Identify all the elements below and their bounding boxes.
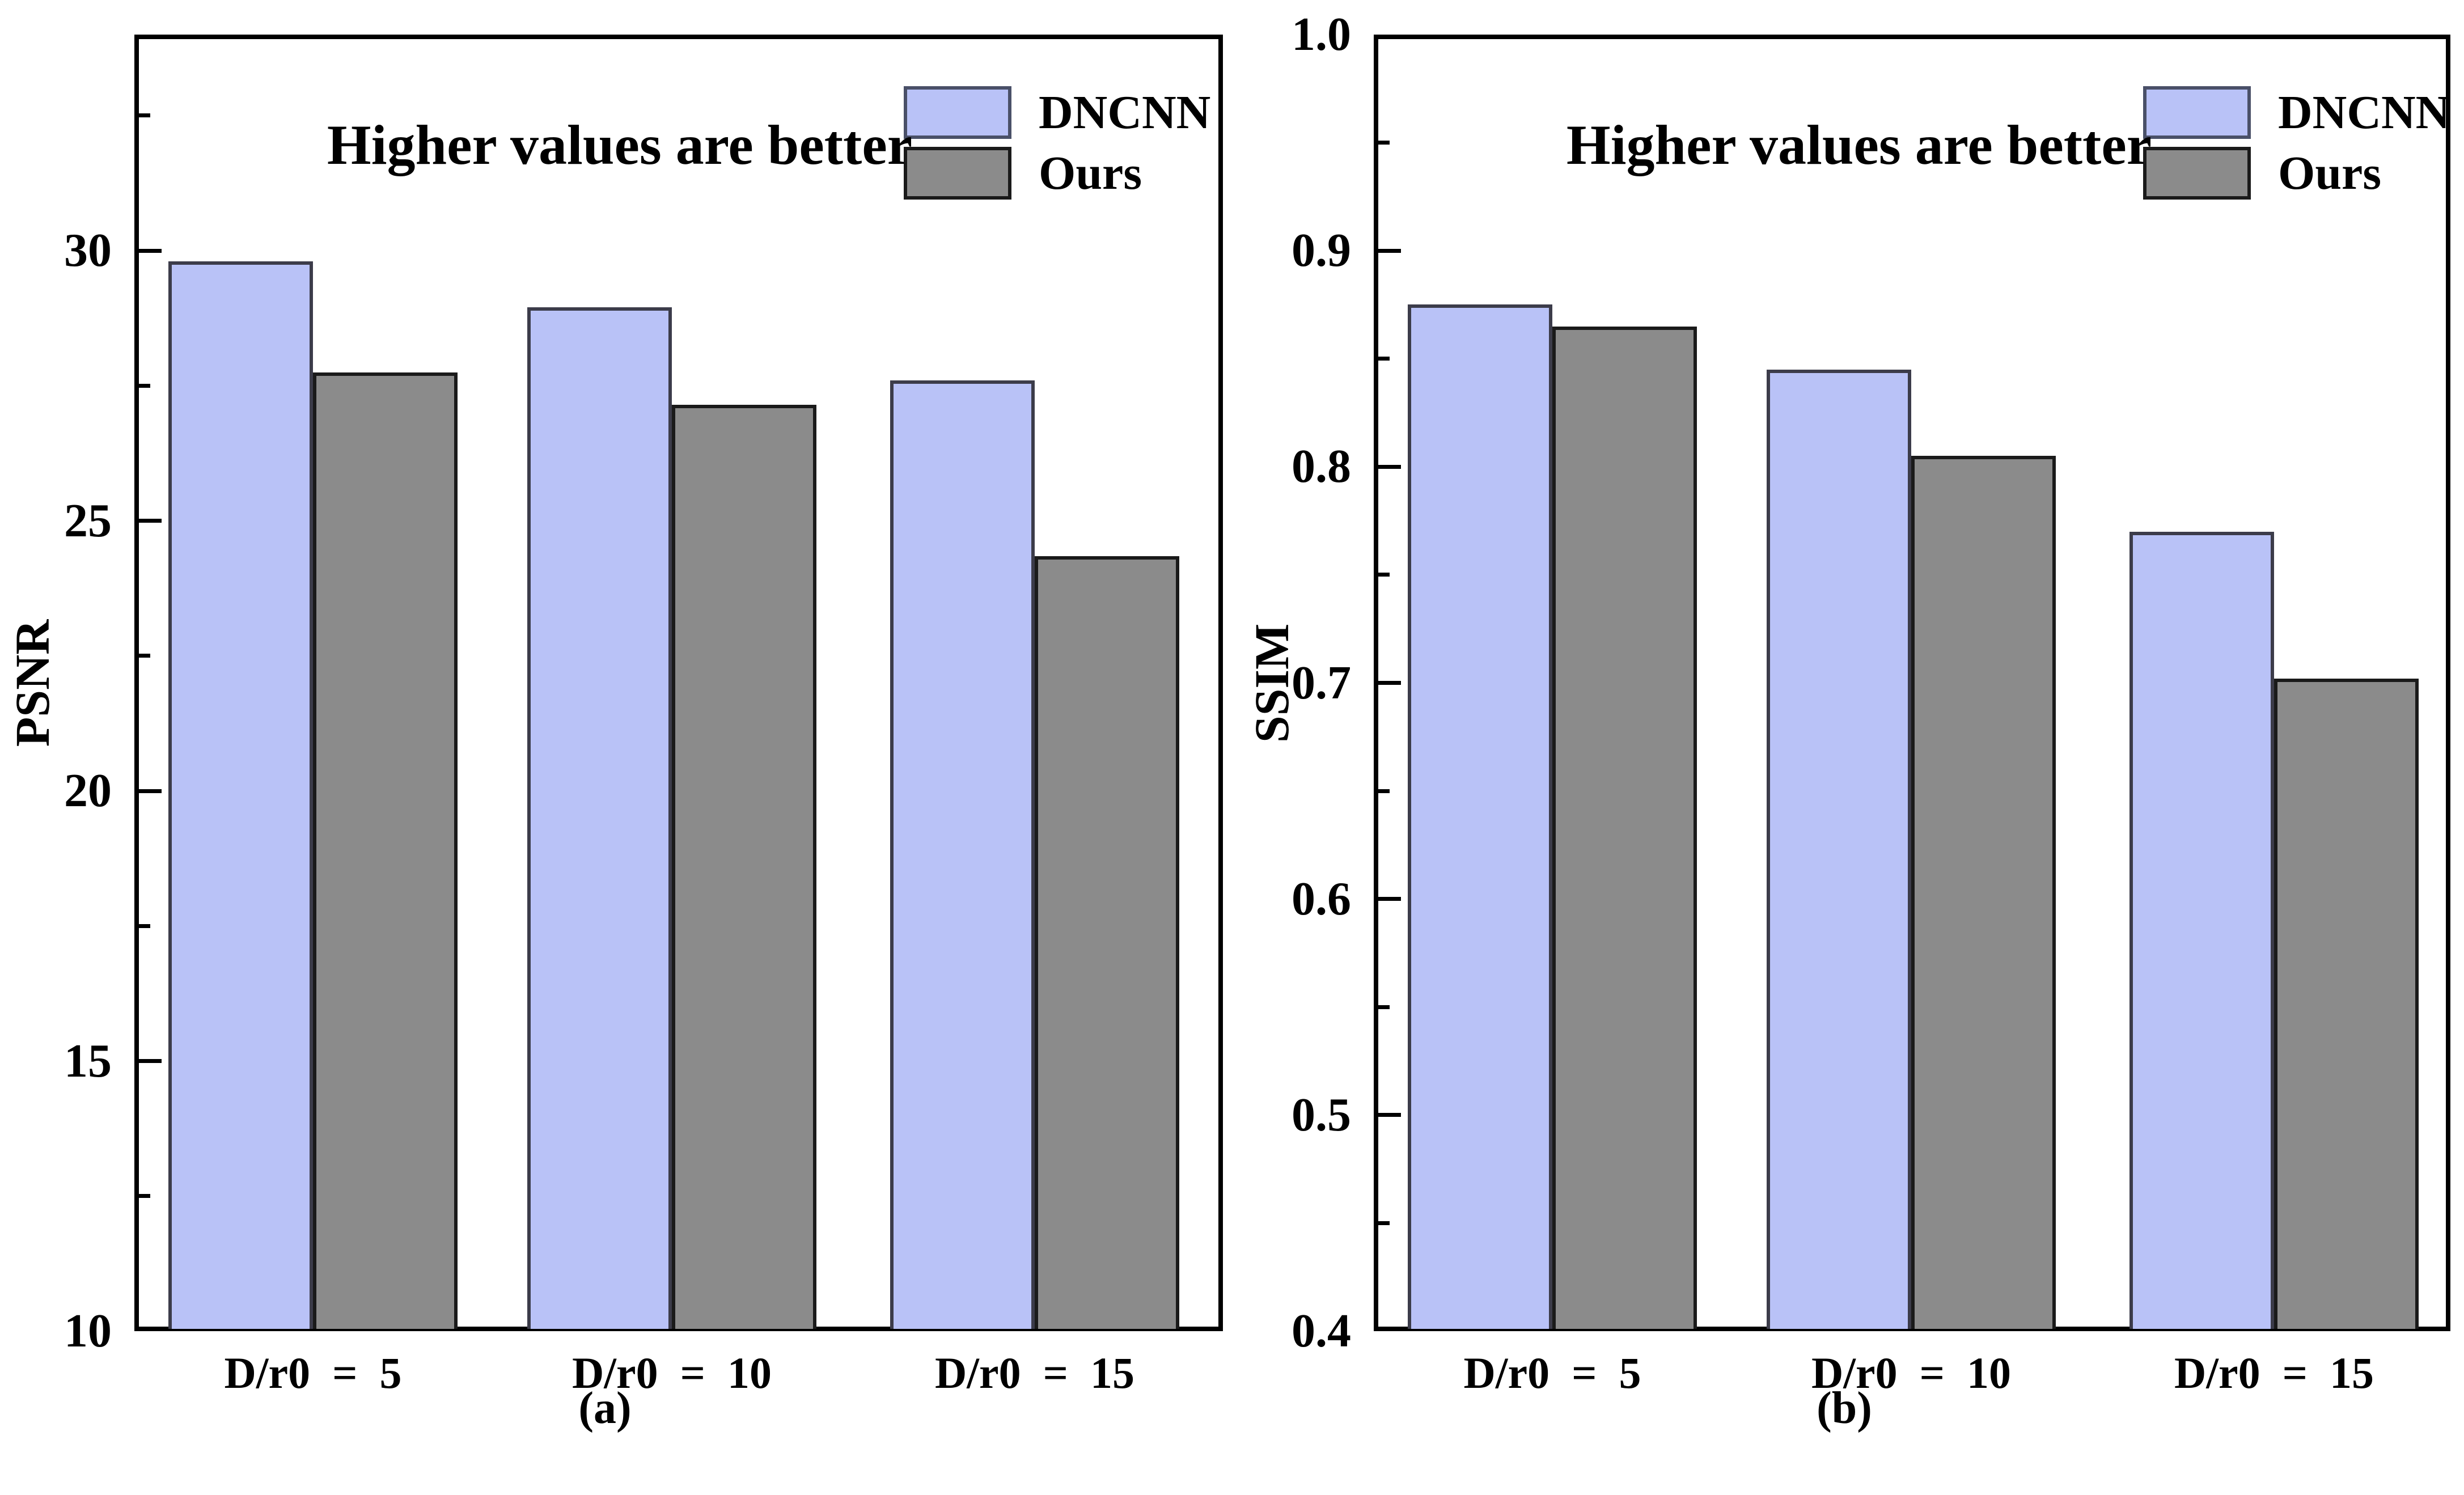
annotation-higher-values-b: Higher values are better — [1566, 113, 2152, 176]
y-tick-label-b: 0.9 — [1292, 224, 1351, 277]
y-minor-tick-b — [1378, 1005, 1390, 1009]
y-major-tick-a — [139, 1059, 162, 1064]
y-minor-tick-a — [139, 1194, 150, 1198]
legend-label-dncnn: DNCNN — [1039, 86, 1211, 139]
plot-area-b — [1374, 35, 2450, 1331]
y-major-tick-b — [1378, 681, 1401, 685]
legend-swatch-ours — [904, 147, 1011, 200]
y-tick-label-a: 10 — [64, 1305, 112, 1357]
y-tick-label-a: 15 — [64, 1034, 112, 1087]
y-minor-tick-a — [139, 383, 150, 388]
legend-label-ours: Ours — [2278, 146, 2382, 200]
plot-area-a — [134, 35, 1223, 1331]
panel-caption-b: (b) — [1817, 1383, 1872, 1433]
bar-a-dncnn-group3 — [890, 380, 1035, 1329]
y-minor-tick-b — [1378, 789, 1390, 793]
bar-b-dncnn-group1 — [1408, 304, 1552, 1329]
y-minor-tick-a — [139, 113, 150, 118]
legend-label-ours: Ours — [1039, 146, 1142, 200]
x-tick-label-b: D/r0 = 15 — [2174, 1348, 2374, 1397]
y-major-tick-a — [139, 248, 162, 253]
x-tick-label-a: D/r0 = 5 — [224, 1348, 402, 1397]
y-minor-tick-b — [1378, 141, 1390, 145]
y-axis-title-b: SSIM — [1244, 623, 1299, 743]
y-tick-label-b: 0.4 — [1292, 1305, 1351, 1357]
y-minor-tick-b — [1378, 357, 1390, 361]
y-tick-label-b: 0.5 — [1292, 1088, 1351, 1141]
y-axis-title-a: PSNR — [5, 619, 60, 747]
bar-b-ours-group3 — [2274, 678, 2419, 1329]
y-minor-tick-b — [1378, 573, 1390, 577]
y-major-tick-a — [139, 789, 162, 793]
y-major-tick-b — [1378, 897, 1401, 901]
y-major-tick-b — [1378, 248, 1401, 253]
bar-a-dncnn-group1 — [168, 261, 313, 1329]
y-tick-label-a: 20 — [64, 764, 112, 818]
bar-a-ours-group1 — [313, 372, 458, 1329]
legend-swatch-ours — [2143, 147, 2251, 200]
legend-swatch-dncnn — [2143, 86, 2251, 139]
y-major-tick-a — [139, 519, 162, 523]
bar-b-ours-group1 — [1552, 326, 1697, 1329]
y-tick-label-b: 0.8 — [1292, 440, 1351, 493]
y-minor-tick-a — [139, 654, 150, 658]
y-major-tick-b — [1378, 1113, 1401, 1117]
y-minor-tick-b — [1378, 1221, 1390, 1225]
legend-swatch-dncnn — [904, 86, 1011, 139]
y-major-tick-b — [1378, 464, 1401, 469]
x-tick-label-a: D/r0 = 10 — [571, 1348, 772, 1397]
y-tick-label-a: 30 — [64, 224, 112, 277]
x-tick-label-b: D/r0 = 10 — [1811, 1348, 2012, 1397]
annotation-higher-values-a: Higher values are better — [327, 113, 913, 176]
bar-a-dncnn-group2 — [527, 307, 672, 1329]
x-tick-label-a: D/r0 = 15 — [934, 1348, 1135, 1397]
y-minor-tick-a — [139, 924, 150, 928]
y-tick-label-b: 0.7 — [1292, 656, 1351, 709]
panel-caption-a: (a) — [578, 1383, 632, 1433]
y-tick-label-b: 1.0 — [1292, 8, 1351, 61]
bar-a-ours-group3 — [1035, 556, 1179, 1329]
y-tick-label-b: 0.6 — [1292, 872, 1351, 925]
bar-b-dncnn-group2 — [1767, 369, 1911, 1329]
y-tick-label-a: 25 — [64, 494, 112, 547]
bar-b-dncnn-group3 — [2129, 531, 2274, 1329]
bar-b-ours-group2 — [1911, 456, 2056, 1329]
x-tick-label-b: D/r0 = 5 — [1463, 1348, 1641, 1397]
bar-a-ours-group2 — [672, 404, 816, 1329]
legend-label-dncnn: DNCNN — [2278, 86, 2450, 139]
